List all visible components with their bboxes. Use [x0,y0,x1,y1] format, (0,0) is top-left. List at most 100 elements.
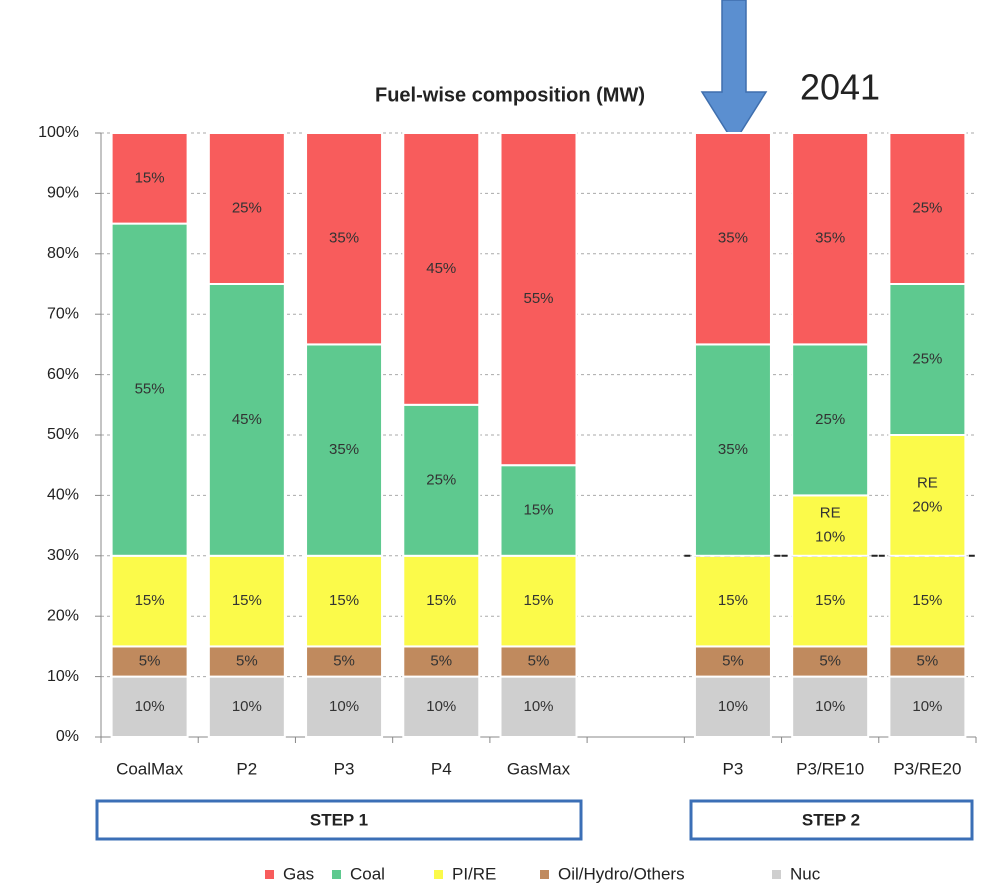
data-label: 10% [815,698,845,715]
data-label: 15% [329,592,359,609]
bar-segment [791,554,870,648]
data-label: 15% [523,592,553,609]
data-label: 55% [523,290,553,307]
legend-label: Oil/Hydro/Others [558,864,685,883]
bar-segment [693,554,772,648]
legend-label: Gas [283,864,314,883]
bar-segment [791,645,870,678]
bar-segment [207,283,286,557]
data-label: 10% [718,698,748,715]
data-label: 10% [329,698,359,715]
data-label: 15% [232,592,262,609]
data-label: 35% [329,230,359,247]
data-label: 35% [718,441,748,458]
data-label: 45% [426,260,456,277]
arrow [700,0,768,145]
data-label: 15% [815,592,845,609]
annotation: 2041 [800,67,880,108]
y-tick-label: 30% [47,547,79,564]
y-tick-label: 10% [47,668,79,685]
legend-label: Coal [350,864,385,883]
bar-segment [207,675,286,738]
data-label: 25% [815,411,845,428]
data-label: 25% [912,199,942,216]
data-label: 15% [718,592,748,609]
y-tick-label: 20% [47,607,79,624]
bar-segment [693,645,772,678]
bar-segment [207,645,286,678]
y-tick-label: 70% [47,305,79,322]
x-tick-label: P3/RE20 [893,759,961,778]
legend-swatch [332,870,341,879]
bar-segment [888,283,967,436]
bar-segment [499,132,578,467]
data-label: 10% [135,698,165,715]
group-label: STEP 2 [802,810,860,829]
data-label: 25% [426,471,456,488]
data-label: 15% [135,592,165,609]
data-label: 5% [236,652,258,669]
bar-segment [693,675,772,738]
data-label: 5% [528,652,550,669]
data-label: 35% [815,230,845,247]
bar-segment [888,675,967,738]
bar-segment [402,675,481,738]
bar-segment [888,645,967,678]
bar-segment [499,554,578,648]
x-tick-label: P3 [334,759,355,778]
bar-segment [305,554,384,648]
group-label: STEP 1 [310,810,368,829]
y-tick-label: 90% [47,185,79,202]
data-label: 15% [135,169,165,186]
bar-segment [305,132,384,346]
bar-segment [305,343,384,557]
legend-swatch [540,870,549,879]
data-label: 15% [912,592,942,609]
bar-segment [110,132,189,225]
data-label: 10% [912,698,942,715]
data-label: 5% [139,652,161,669]
x-tick-label: P3/RE10 [796,759,864,778]
data-label: 10% [232,698,262,715]
y-tick-label: 60% [47,366,79,383]
group-box [689,799,974,841]
bar-segment [402,132,481,406]
chart-title: Fuel-wise composition (MW) [375,84,645,106]
bar-segment [305,645,384,678]
data-label: 20% [912,498,942,515]
x-tick-label: P4 [431,759,452,778]
data-label: 25% [912,350,942,367]
bar-segment [402,554,481,648]
y-tick-label: 0% [56,728,79,745]
bar-segment [499,645,578,678]
y-tick-label: 100% [38,124,79,141]
y-tick-label: 50% [47,426,79,443]
x-tick-label: CoalMax [116,759,184,778]
data-label: 55% [135,381,165,398]
bar-segment [888,132,967,285]
data-label: 5% [819,652,841,669]
data-label: 5% [917,652,939,669]
bar-segment [110,675,189,738]
bar-segment [207,132,286,285]
bar-segment [693,343,772,557]
bar-segment [888,434,967,557]
data-label: 15% [523,501,553,518]
data-label: 25% [232,199,262,216]
data-label: 10% [523,698,553,715]
data-label: 45% [232,411,262,428]
bar-segment [110,554,189,648]
bar-segment [888,554,967,648]
legend-swatch [265,870,274,879]
segment-name: RE [820,505,841,522]
data-label: 15% [426,592,456,609]
legend-label: PI/RE [452,864,496,883]
x-tick-label: P3 [723,759,744,778]
bar-segment [791,132,870,346]
data-label: 5% [722,652,744,669]
data-label: 10% [426,698,456,715]
legend-swatch [434,870,443,879]
bar-segment [791,343,870,497]
bar-segment [693,132,772,346]
